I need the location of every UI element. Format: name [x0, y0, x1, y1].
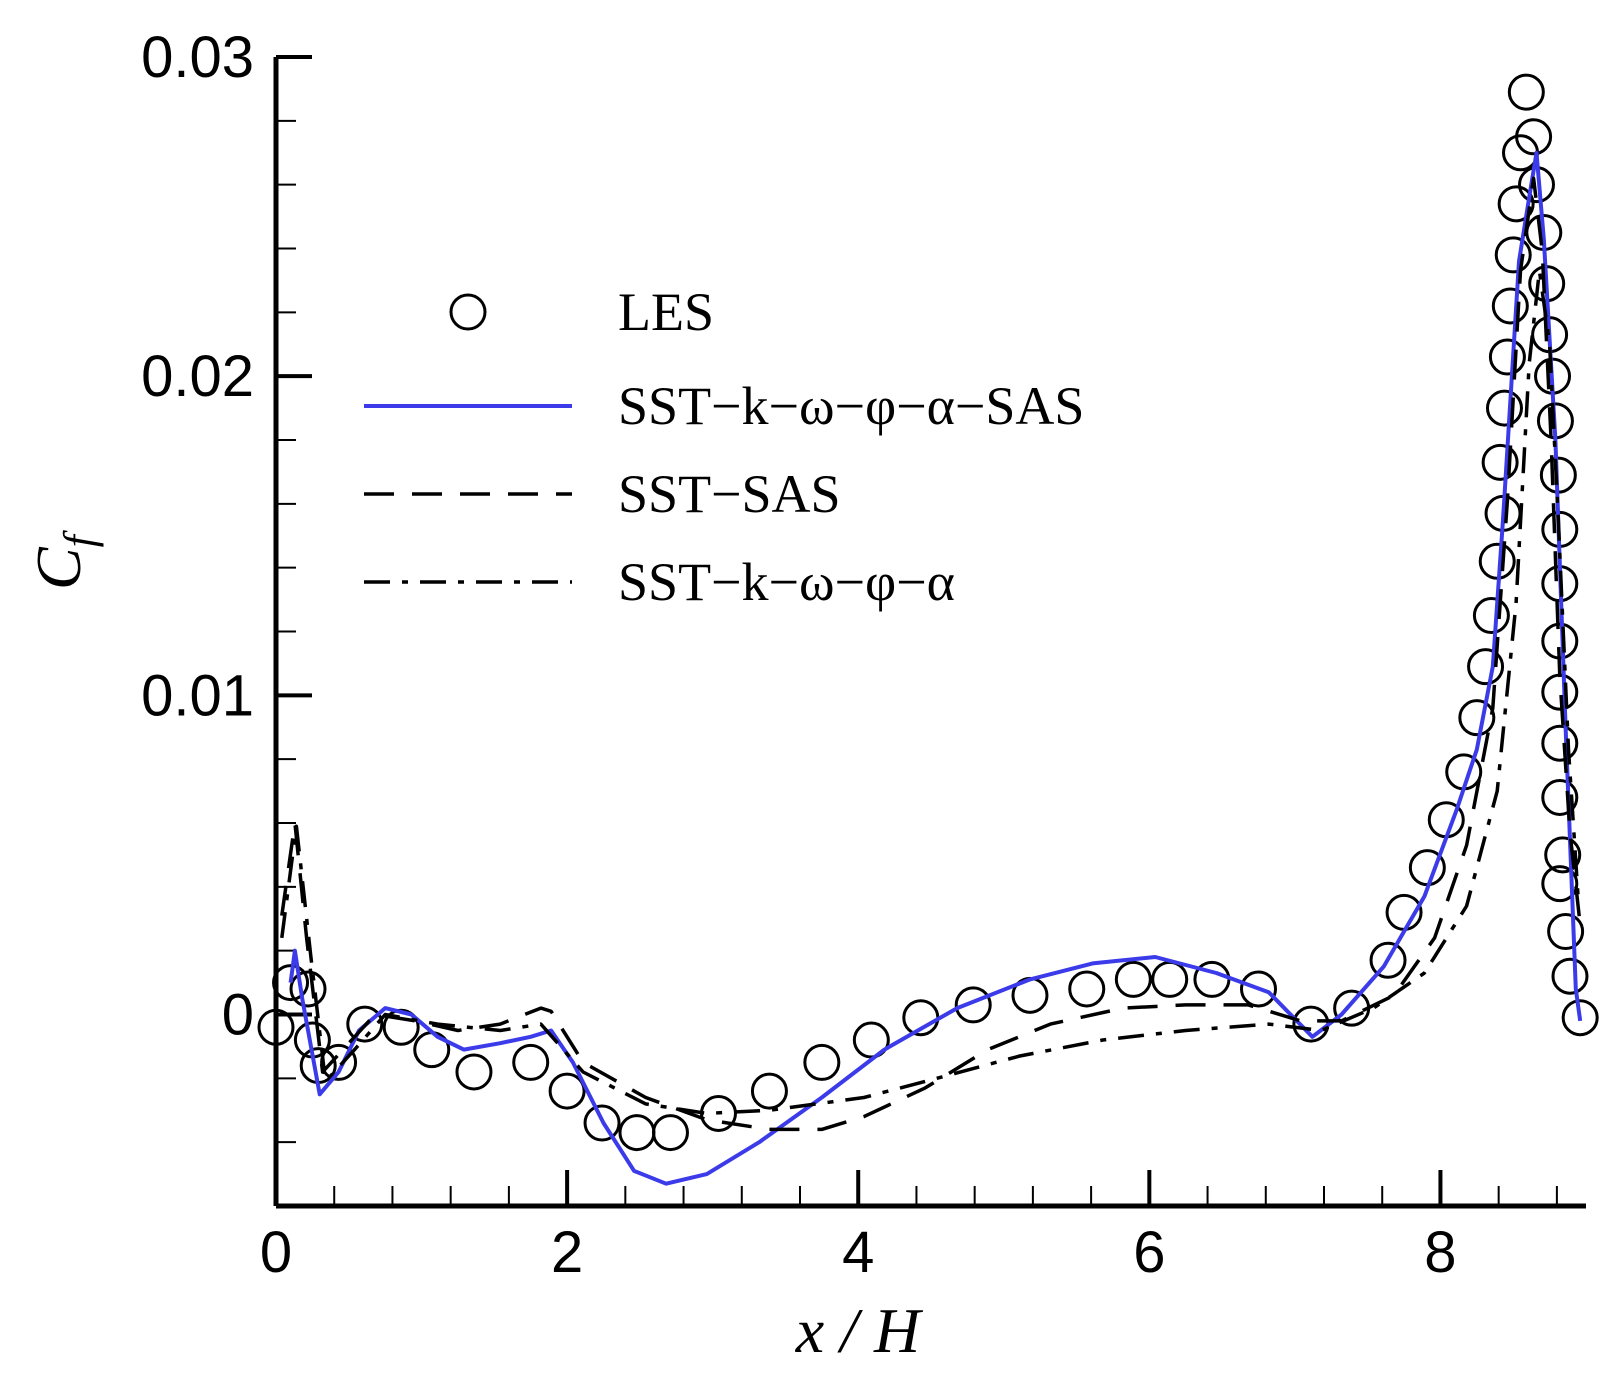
les-point [1515, 118, 1553, 156]
les-point [1151, 960, 1189, 998]
les-point [803, 1043, 841, 1081]
les-point [1240, 970, 1277, 1008]
les-point [1467, 648, 1505, 686]
les-point [1491, 287, 1529, 325]
y-axis-label-sub: f [55, 529, 104, 547]
les-point [1497, 185, 1535, 223]
les-point [512, 1043, 550, 1081]
les-point [1547, 913, 1585, 951]
les-point [272, 964, 310, 1002]
x-tick-label: 6 [1133, 1220, 1165, 1285]
series-line [288, 150, 1583, 1186]
les-point [1551, 957, 1589, 995]
les-point [1481, 443, 1519, 481]
legend-label: LES [618, 282, 714, 342]
les-point [1369, 941, 1407, 979]
x-axis-label: x / H [795, 1295, 924, 1366]
x-tick-label: 8 [1424, 1220, 1456, 1285]
les-point [289, 970, 327, 1008]
les-point [1458, 699, 1496, 737]
x-tick-label: 2 [551, 1220, 583, 1285]
les-point [1541, 778, 1579, 816]
les-point [1561, 999, 1599, 1037]
les-point [1114, 960, 1152, 998]
les-point [548, 1072, 586, 1110]
y-axis-label: Cf [23, 529, 104, 590]
les-point [1544, 836, 1582, 874]
les-point [852, 1021, 890, 1059]
legend-label: SST−k−ω−φ−α [618, 552, 955, 612]
legend-label: SST−k−ω−φ−α−SAS [618, 376, 1084, 436]
les-point [1541, 724, 1579, 762]
les-point [750, 1072, 788, 1110]
series-line [280, 269, 1581, 1116]
y-tick-label: 0.02 [141, 344, 254, 409]
les-point [1507, 73, 1545, 111]
les-point [1541, 865, 1579, 903]
y-tick-label: 0 [222, 983, 254, 1048]
series-line [280, 176, 1582, 1132]
legend-label: SST−SAS [618, 464, 841, 524]
les-point [455, 1053, 493, 1091]
x-tick-label: 0 [260, 1220, 292, 1285]
les-point [1541, 673, 1579, 711]
les-point [257, 1008, 295, 1046]
y-axis-label-main: C [23, 546, 94, 590]
les-point [1068, 970, 1106, 1008]
les-point [618, 1114, 656, 1152]
les-point [954, 986, 992, 1024]
les-point [1485, 389, 1523, 427]
les-point [651, 1114, 689, 1152]
y-tick-label: 0.01 [141, 663, 254, 728]
legend-marker [449, 293, 487, 331]
les-point [1472, 597, 1510, 635]
x-tick-label: 4 [842, 1220, 874, 1285]
les-point [1488, 338, 1526, 376]
les-point [1478, 542, 1516, 580]
les-point [1494, 236, 1532, 274]
les-point [346, 1005, 384, 1043]
y-tick-label: 0.03 [141, 25, 254, 90]
les-point [583, 1104, 621, 1142]
